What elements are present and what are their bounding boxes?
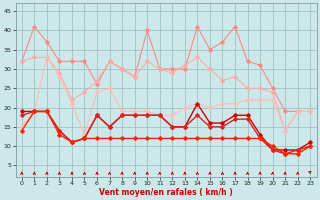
X-axis label: Vent moyen/en rafales ( km/h ): Vent moyen/en rafales ( km/h ) — [99, 188, 233, 197]
